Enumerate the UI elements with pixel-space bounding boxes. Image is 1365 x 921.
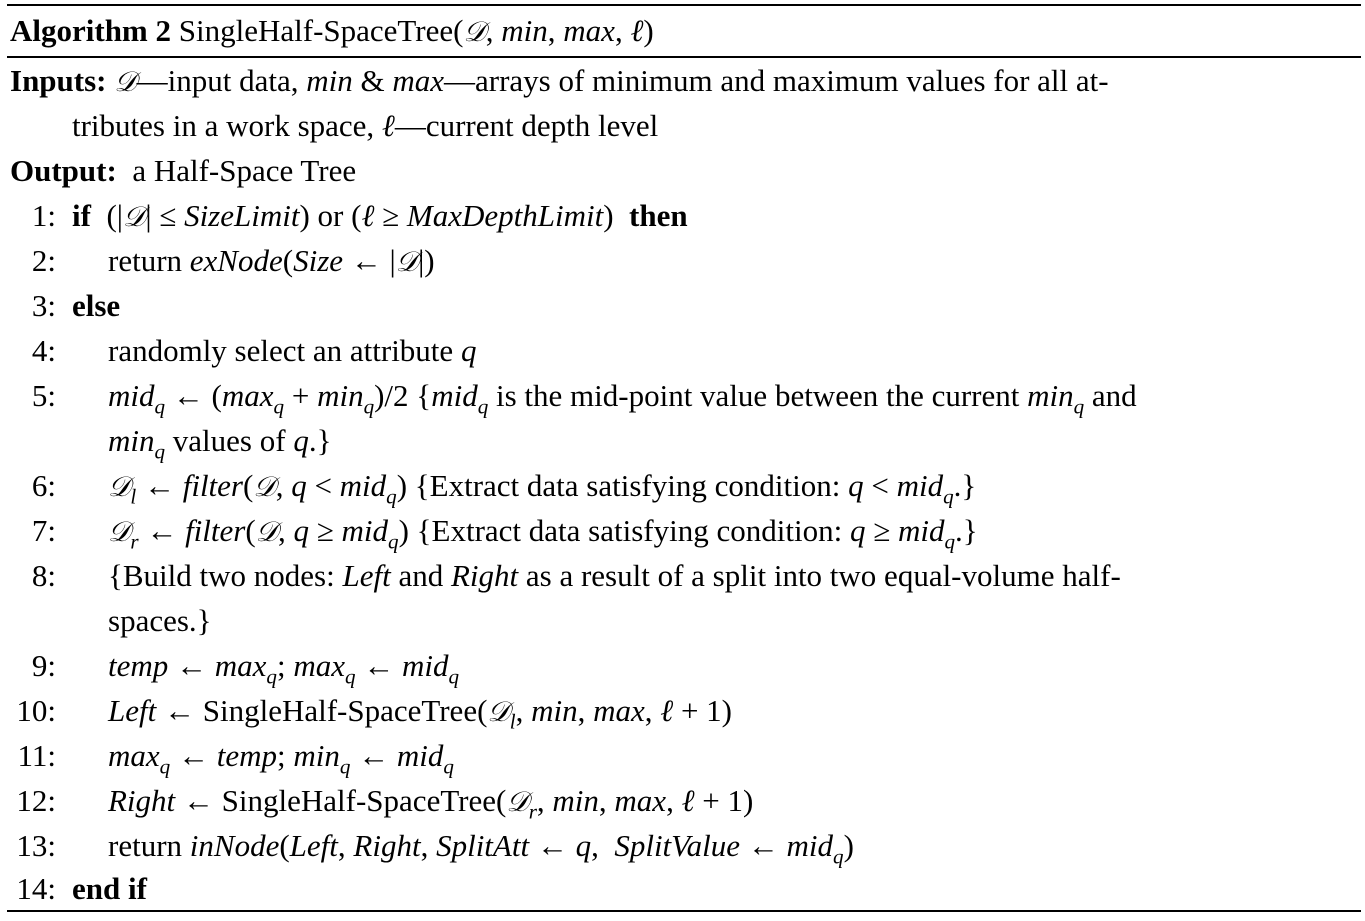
step-number: 11: — [17, 738, 56, 773]
step-number: 6: — [31, 468, 56, 503]
step-number: 1: — [31, 198, 56, 233]
inputs-line-1: Inputs: 𝒟—input data, min & max—arrays o… — [10, 63, 1109, 98]
step-number: 9: — [31, 648, 56, 683]
output-label: Output: — [10, 153, 117, 188]
algorithm-name: SingleHalf-SpaceTree — [178, 13, 454, 48]
bottom-rule — [7, 910, 1361, 912]
step-number: 10: — [16, 693, 56, 728]
inputs-label: Inputs: — [10, 63, 107, 98]
step-number: 2: — [31, 243, 56, 278]
step-number: 3: — [31, 288, 56, 323]
output-text: a Half-Space Tree — [132, 153, 357, 188]
step-number: 12: — [16, 783, 56, 818]
header-rule — [7, 56, 1361, 58]
step-number: 8: — [31, 558, 56, 593]
top-rule — [7, 4, 1361, 6]
step-number: 5: — [31, 378, 56, 413]
step-number: 14: — [16, 871, 56, 906]
step-5: 5: midq ← (maxq + minq)/2 {midq is the m… — [0, 376, 1365, 417]
step-number: 7: — [31, 513, 56, 548]
algorithm-params: (𝒟, min, max, ℓ) — [453, 13, 654, 48]
algorithm-header: Algorithm 2 SingleHalf-SpaceTree(𝒟, min,… — [10, 11, 654, 51]
step-number: 13: — [16, 828, 56, 863]
step-8: 8: {Build two nodes: Left and Right as a… — [0, 556, 1365, 596]
step-number: 4: — [31, 333, 56, 368]
algorithm-label: Algorithm 2 — [10, 13, 172, 48]
